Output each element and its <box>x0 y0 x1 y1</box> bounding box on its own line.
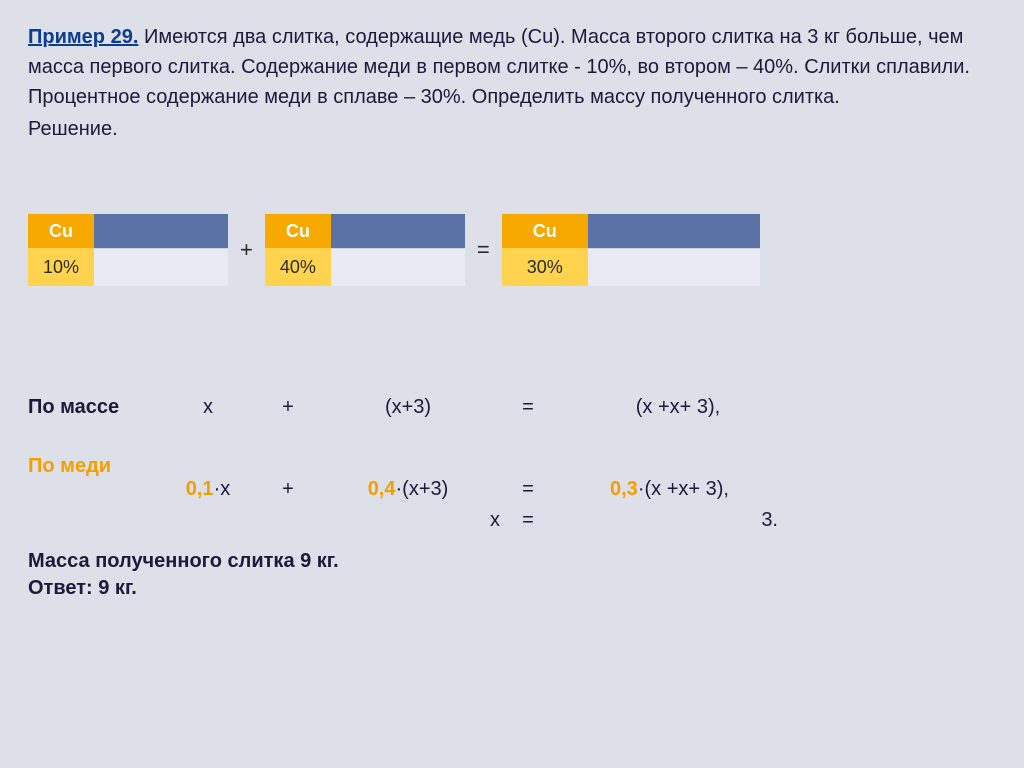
mass-equation: По массе х + (х+3) = (х +х+ 3), <box>28 396 996 419</box>
mass-plus: + <box>268 396 308 419</box>
solve-val: 3. <box>548 509 808 532</box>
blank-top <box>94 214 228 248</box>
result-text: Масса полученного слитка 9 кг. <box>28 550 996 573</box>
example-title: Пример 29. <box>28 26 138 48</box>
cu-term-a: 0,1·х <box>148 478 268 501</box>
cu-term-c: 0,3·(х +х+ 3), <box>548 478 808 501</box>
cu-eq: = <box>508 478 548 501</box>
blank-bottom <box>588 248 760 286</box>
ingot-diagram: Cu 10% + Cu 40% = Cu 30% <box>28 214 996 286</box>
solve-eq: = <box>508 509 548 532</box>
ingot-a-pct: 10% <box>28 248 94 286</box>
ingot-c-pct: 30% <box>502 248 588 286</box>
copper-equation: 0,1·х + 0,4·(х+3) = 0,3·(х +х+ 3), <box>28 478 996 501</box>
ingot-a: Cu 10% <box>28 214 228 286</box>
blank-top <box>588 214 760 248</box>
coeff-b: 0,4 <box>368 478 396 500</box>
cu-label: Cu <box>265 214 331 248</box>
equals-sign: = <box>477 237 490 263</box>
blank-bottom <box>331 248 465 286</box>
blank-bottom <box>94 248 228 286</box>
answer-text: Ответ: 9 кг. <box>28 577 996 600</box>
mass-x: х <box>148 396 268 419</box>
cu-term-b: 0,4·(х+3) <box>308 478 508 501</box>
problem-statement: Пример 29. Имеются два слитка, содержащи… <box>28 22 996 112</box>
copper-label: По меди <box>28 455 996 478</box>
cu-plus: + <box>268 478 308 501</box>
solve-line: х = 3. <box>28 509 996 532</box>
blank-top <box>331 214 465 248</box>
mass-rhs: (х +х+ 3), <box>548 396 808 419</box>
mass-eq: = <box>508 396 548 419</box>
solve-x: х <box>308 509 508 532</box>
ingot-b-pct: 40% <box>265 248 331 286</box>
coeff-c: 0,3 <box>610 478 638 500</box>
calculation-block: По массе х + (х+3) = (х +х+ 3), По меди … <box>28 396 996 600</box>
ingot-b: Cu 40% <box>265 214 465 286</box>
plus-sign: + <box>240 237 253 263</box>
coeff-a: 0,1 <box>186 478 214 500</box>
mass-label: По массе <box>28 396 148 419</box>
cu-label: Cu <box>502 214 588 248</box>
ingot-c: Cu 30% <box>502 214 760 286</box>
problem-text: Имеются два слитка, содержащие медь (Cu)… <box>28 26 970 108</box>
mass-x3: (х+3) <box>308 396 508 419</box>
cu-label: Cu <box>28 214 94 248</box>
solution-label: Решение. <box>28 114 996 144</box>
